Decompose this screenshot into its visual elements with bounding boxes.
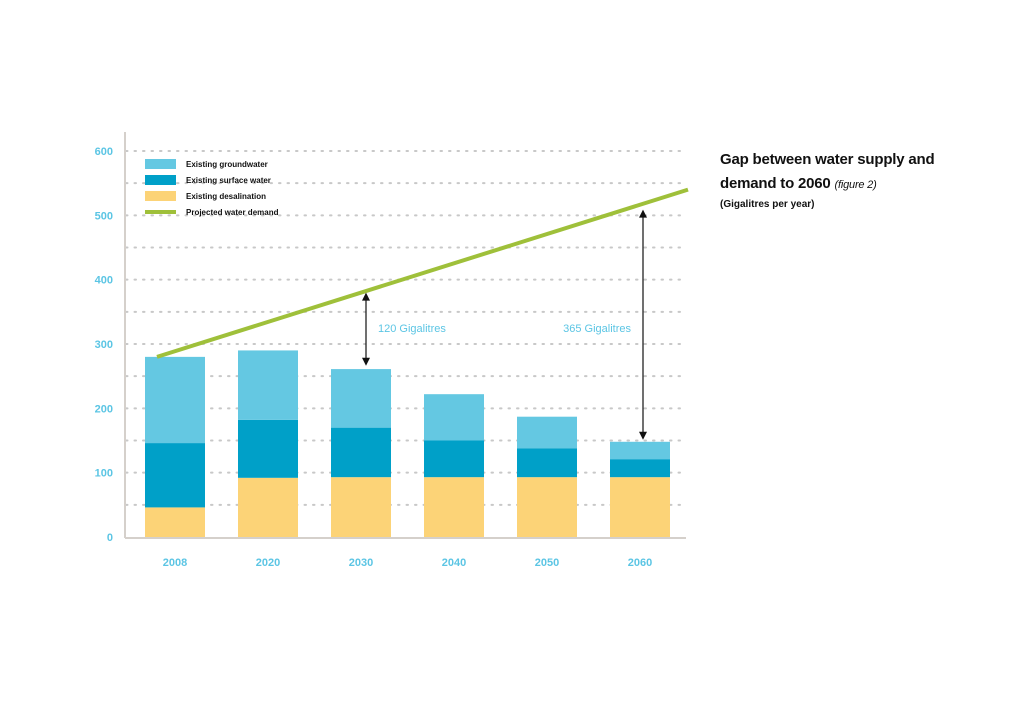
gap-arrow-head-top [639, 209, 647, 218]
bar-segment-groundwater [610, 441, 670, 460]
bar-segment-surface [238, 419, 298, 478]
bar-segment-desalination [238, 477, 298, 537]
bar-segment-desalination [331, 477, 391, 537]
gap-arrow-head-top [362, 292, 370, 301]
y-tick-label: 400 [95, 275, 113, 287]
x-tick-label: 2060 [628, 557, 652, 569]
chart-title-line2: demand to 2060 [720, 175, 831, 192]
y-tick-label: 300 [95, 339, 113, 351]
legend: Existing groundwater Existing surface wat… [145, 159, 279, 217]
legend-label: Existing groundwater [186, 160, 268, 169]
bar-segment-groundwater [424, 394, 484, 441]
y-tick-label: 600 [95, 146, 113, 158]
chart-title-line1: Gap between water supply and [720, 151, 935, 168]
x-tick-label: 2008 [163, 557, 187, 569]
bar-segment-surface [610, 459, 670, 478]
y-tick-label: 100 [95, 468, 113, 480]
chart-title-note: (figure 2) [834, 179, 877, 191]
legend-swatch-groundwater [145, 159, 176, 169]
annotations: 120 Gigalitres 365 Gigalitres [362, 209, 647, 440]
bar-segment-groundwater [238, 350, 298, 420]
x-tick-label: 2020 [256, 557, 280, 569]
chart-unit-label: (Gigalitres per year) [720, 199, 815, 210]
legend-label: Existing surface water [186, 176, 271, 185]
legend-swatch-surface [145, 175, 176, 185]
x-tick-label: 2050 [535, 557, 559, 569]
chart-title-block: Gap between water supply and demand to 2… [720, 148, 1010, 210]
gridlines [125, 150, 687, 506]
bars [145, 350, 670, 537]
bar-segment-groundwater [331, 369, 391, 428]
demand-line-layer [156, 187, 689, 359]
legend-label: Existing desalination [186, 192, 266, 201]
y-tick-label: 500 [95, 210, 113, 222]
x-tick-label: 2030 [349, 557, 373, 569]
bar-segment-groundwater [517, 416, 577, 449]
gap-annotation-label: 365 Gigalitres [563, 323, 631, 335]
legend-label: Projected water demand [186, 208, 279, 217]
gap-arrow-head-bottom [362, 357, 370, 366]
bar-segment-surface [517, 448, 577, 478]
bar-segment-surface [145, 443, 205, 508]
bar-segment-desalination [610, 477, 670, 537]
axes: 0 100 200 300 400 500 600 2008 2020 2030 2040 2050 2… [95, 132, 686, 569]
bar-segment-desalination [145, 507, 205, 537]
bar-segment-desalination [424, 477, 484, 537]
bar-segment-surface [424, 440, 484, 478]
bar-segment-desalination [517, 477, 577, 537]
legend-swatch-desalination [145, 191, 176, 201]
x-tick-label: 2040 [442, 557, 466, 569]
chart-title: Gap between water supply and demand to 2… [720, 148, 1010, 197]
demand-line [156, 187, 689, 359]
y-tick-label: 0 [107, 532, 113, 544]
gap-arrow-head-bottom [639, 431, 647, 440]
y-tick-label: 200 [95, 403, 113, 415]
bar-segment-surface [331, 427, 391, 478]
gap-annotation-label: 120 Gigalitres [378, 323, 446, 335]
bar-segment-groundwater [145, 356, 205, 444]
